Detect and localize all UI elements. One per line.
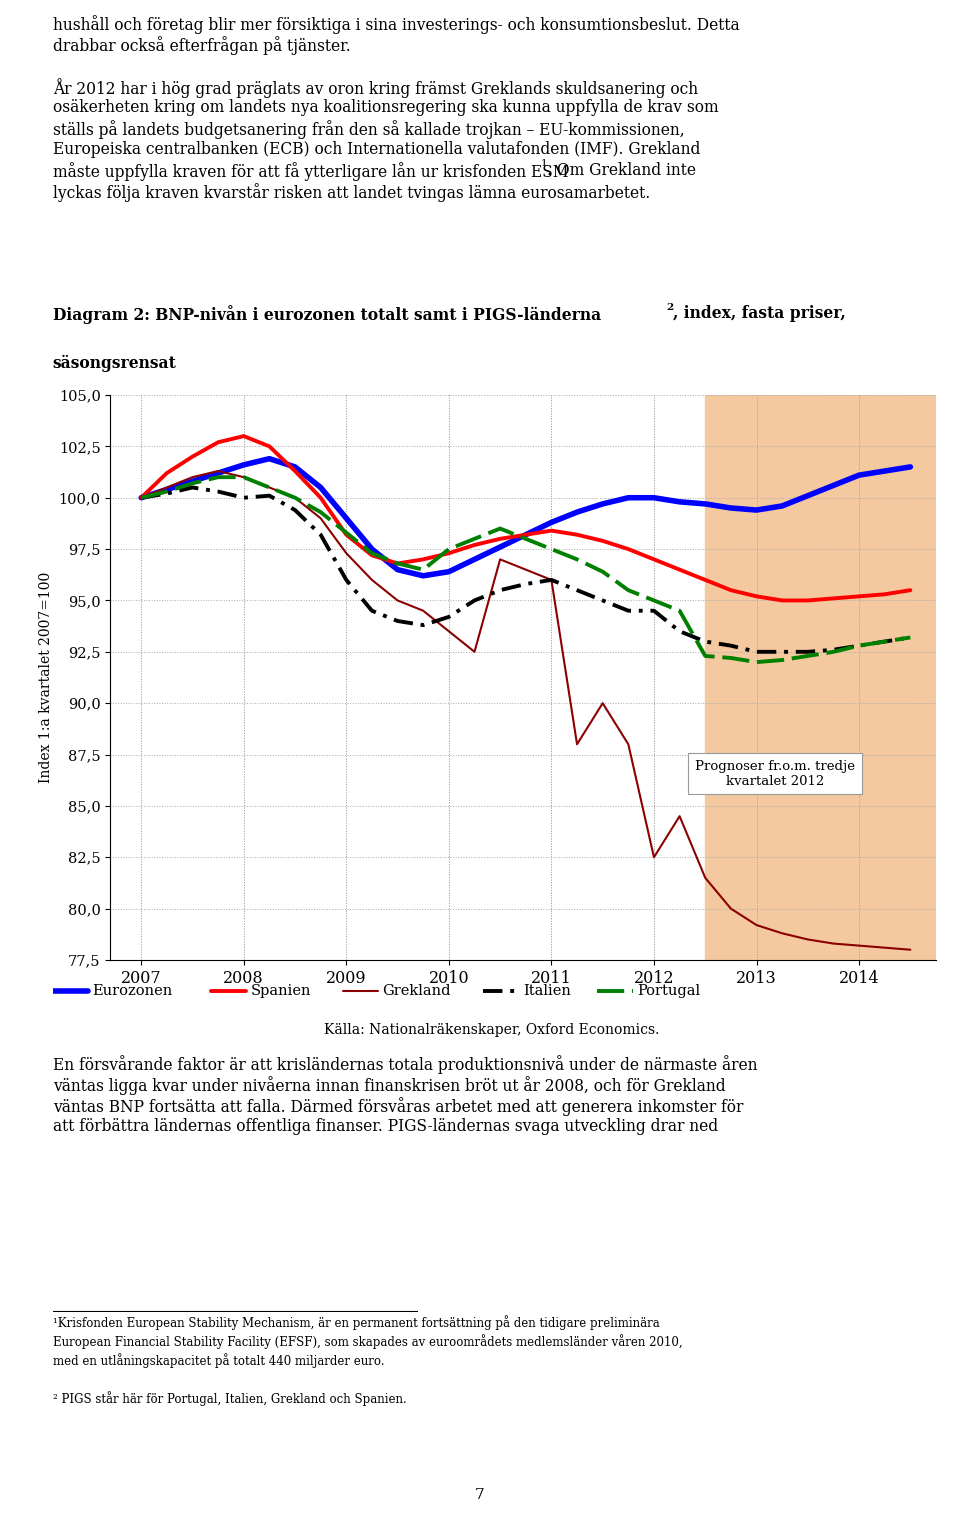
Text: Prognoser fr.o.m. tredje
kvartalet 2012: Prognoser fr.o.m. tredje kvartalet 2012 bbox=[695, 760, 855, 788]
Text: osäkerheten kring om landets nya koalitionsregering ska kunna uppfylla de krav s: osäkerheten kring om landets nya koaliti… bbox=[53, 98, 718, 115]
Text: . Om Grekland inte: . Om Grekland inte bbox=[547, 162, 696, 179]
Text: måste uppfylla kraven för att få ytterligare lån ur krisfonden ESM: måste uppfylla kraven för att få ytterli… bbox=[53, 162, 568, 182]
Text: Grekland: Grekland bbox=[382, 983, 450, 997]
Text: Italien: Italien bbox=[523, 983, 570, 997]
Text: Diagram 2: BNP-nivån i eurozonen totalt samt i PIGS-länderna: Diagram 2: BNP-nivån i eurozonen totalt … bbox=[53, 305, 601, 325]
Text: 1: 1 bbox=[540, 160, 547, 168]
Text: att förbättra ländernas offentliga finanser. PIGS-ländernas svaga utveckling dra: att förbättra ländernas offentliga finan… bbox=[53, 1117, 718, 1134]
Text: 2: 2 bbox=[666, 303, 673, 312]
Text: En försvårande faktor är att krisländernas totala produktionsnivå under de närma: En försvårande faktor är att krisländern… bbox=[53, 1056, 757, 1074]
Text: väntas ligga kvar under nivåerna innan finanskrisen bröt ut år 2008, och för Gre: väntas ligga kvar under nivåerna innan f… bbox=[53, 1076, 726, 1094]
Text: lyckas följa kraven kvarstår risken att landet tvingas lämna eurosamarbetet.: lyckas följa kraven kvarstår risken att … bbox=[53, 183, 650, 202]
Text: År 2012 har i hög grad präglats av oron kring främst Greklands skuldsanering och: År 2012 har i hög grad präglats av oron … bbox=[53, 78, 698, 98]
Text: säsongsrensat: säsongsrensat bbox=[53, 354, 177, 371]
Text: Spanien: Spanien bbox=[251, 983, 311, 997]
Text: drabbar också efterfrågan på tjänster.: drabbar också efterfrågan på tjänster. bbox=[53, 35, 350, 55]
Text: ² PIGS står här för Portugal, Italien, Grekland och Spanien.: ² PIGS står här för Portugal, Italien, G… bbox=[53, 1391, 406, 1405]
Text: ¹Krisfonden European Stability Mechanism, är en permanent fortsättning på den ti: ¹Krisfonden European Stability Mechanism… bbox=[53, 1314, 660, 1330]
Y-axis label: Index 1:a kvartalet 2007=100: Index 1:a kvartalet 2007=100 bbox=[39, 573, 53, 783]
Text: Portugal: Portugal bbox=[636, 983, 700, 997]
Text: 7: 7 bbox=[475, 1488, 485, 1502]
Text: Eurozonen: Eurozonen bbox=[92, 983, 173, 997]
Bar bbox=[706, 396, 936, 960]
Text: Källa: Nationalräkenskaper, Oxford Economics.: Källa: Nationalräkenskaper, Oxford Econo… bbox=[324, 1023, 660, 1037]
Text: väntas BNP fortsätta att falla. Därmed försvåras arbetet med att generera inkoms: väntas BNP fortsätta att falla. Därmed f… bbox=[53, 1097, 743, 1116]
Text: , index, fasta priser,: , index, fasta priser, bbox=[673, 305, 846, 322]
Text: hushåll och företag blir mer försiktiga i sina investerings- och konsumtionsbesl: hushåll och företag blir mer försiktiga … bbox=[53, 15, 739, 34]
Text: Europeiska centralbanken (ECB) och Internationella valutafonden (IMF). Grekland: Europeiska centralbanken (ECB) och Inter… bbox=[53, 142, 700, 159]
Text: European Financial Stability Facility (EFSF), som skapades av euroområdets medle: European Financial Stability Facility (E… bbox=[53, 1334, 683, 1348]
Text: ställs på landets budgetsanering från den så kallade trojkan – EU-kommissionen,: ställs på landets budgetsanering från de… bbox=[53, 120, 684, 139]
Text: med en utlåningskapacitet på totalt 440 miljarder euro.: med en utlåningskapacitet på totalt 440 … bbox=[53, 1353, 384, 1368]
